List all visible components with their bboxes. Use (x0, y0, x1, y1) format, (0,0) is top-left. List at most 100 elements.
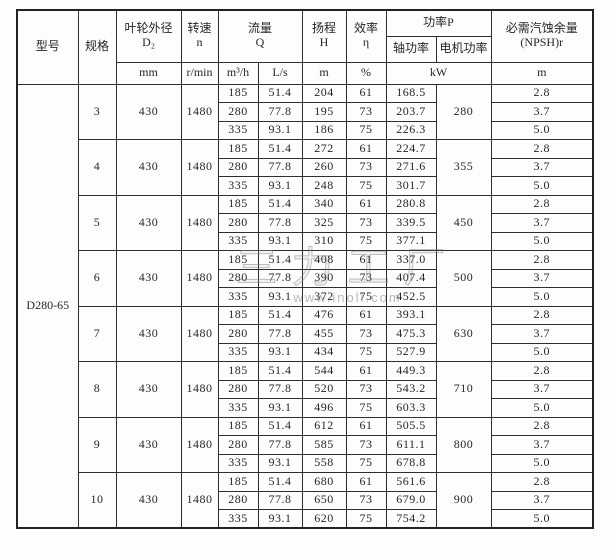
flow-m3h-cell: 185 (217, 194, 259, 214)
shaft-power-cell: 168.5 (385, 83, 437, 103)
shaft-power-cell: 561.6 (385, 472, 437, 492)
motor-power-cell: 900 (435, 472, 492, 529)
flow-ls-cell: 93.1 (257, 398, 303, 418)
motor-power-cell: 500 (435, 250, 492, 307)
shaft-power-cell: 678.8 (385, 453, 437, 473)
header-npsh: 必需汽蚀余量 (NPSH)r (490, 9, 594, 63)
efficiency-cell: 73 (345, 324, 387, 344)
flow-m3h-cell: 335 (217, 453, 259, 473)
efficiency-cell: 73 (345, 157, 387, 177)
speed-cell: 1480 (180, 472, 219, 529)
table-row: 6 430 1480 185 51.4 408 61 337.0 500 2.8 (17, 250, 594, 307)
efficiency-cell: 75 (345, 231, 387, 251)
npsh-cell: 2.8 (490, 305, 594, 325)
efficiency-cell: 61 (345, 83, 387, 103)
flow-m3h-cell: 280 (217, 490, 259, 510)
spec-cell: 9 (77, 416, 117, 473)
model-cell: D280-65 (16, 83, 79, 529)
header-head-line1: 扬程 (312, 21, 337, 36)
header-efficiency-line2: η (362, 35, 370, 50)
unit-head: m (301, 61, 347, 85)
head-cell: 340 (301, 194, 347, 214)
impeller-diameter-cell: 430 (115, 472, 182, 529)
efficiency-cell: 61 (345, 416, 387, 436)
efficiency-cell: 61 (345, 250, 387, 270)
header-spec: 规格 (77, 9, 117, 85)
motor-power-cell: 280 (435, 83, 492, 140)
flow-ls-cell: 51.4 (257, 194, 303, 214)
flow-m3h-cell: 280 (217, 268, 259, 288)
efficiency-cell: 75 (345, 453, 387, 473)
flow-m3h-cell: 280 (217, 102, 259, 122)
motor-power-cell: 710 (435, 361, 492, 418)
npsh-cell: 3.7 (490, 268, 594, 288)
npsh-cell: 5.0 (490, 176, 594, 196)
flow-ls-cell: 93.1 (257, 176, 303, 196)
table-row: 335 93.1 186 75 226.3 5.0 (17, 120, 594, 140)
head-cell: 248 (301, 176, 347, 196)
impeller-diameter-cell: 430 (115, 83, 182, 140)
unit-impeller: mm (115, 61, 182, 85)
efficiency-cell: 75 (345, 398, 387, 418)
npsh-cell: 5.0 (490, 287, 594, 307)
head-cell: 496 (301, 398, 347, 418)
shaft-power-cell: 407.4 (385, 268, 437, 288)
shaft-power-cell: 543.2 (385, 379, 437, 399)
flow-m3h-cell: 185 (217, 139, 259, 159)
shaft-power-cell: 475.3 (385, 324, 437, 344)
npsh-cell: 5.0 (490, 509, 594, 529)
npsh-cell: 3.7 (490, 324, 594, 344)
speed-cell: 1480 (180, 361, 219, 418)
head-cell: 544 (301, 361, 347, 381)
flow-ls-cell: 51.4 (257, 250, 303, 270)
flow-ls-cell: 77.8 (257, 379, 303, 399)
npsh-cell: 2.8 (490, 139, 594, 159)
head-cell: 612 (301, 416, 347, 436)
head-cell: 310 (301, 231, 347, 251)
head-cell: 455 (301, 324, 347, 344)
flow-m3h-cell: 335 (217, 120, 259, 140)
pump-spec-table-wrap: 型号 规格 叶轮外径 D₂ 转速 n 流量 Q 扬程 H (16, 9, 595, 529)
header-head-line2: H (319, 35, 329, 50)
table-row: 4 430 1480 185 51.4 272 61 224.7 355 2.8 (17, 139, 594, 196)
flow-m3h-cell: 185 (217, 305, 259, 325)
flow-m3h-cell: 280 (217, 213, 259, 233)
flow-m3h-cell: 335 (217, 398, 259, 418)
flow-m3h-cell: 185 (217, 361, 259, 381)
efficiency-cell: 73 (345, 268, 387, 288)
flow-m3h-cell: 335 (217, 287, 259, 307)
unit-efficiency: % (345, 61, 387, 85)
header-impeller-diameter: 叶轮外径 D₂ (115, 9, 182, 63)
spec-cell: 10 (77, 472, 117, 529)
flow-ls-cell: 93.1 (257, 342, 303, 362)
table-row: D280-65 3 430 1480 185 51.4 204 61 168.5 280 2.8 (16, 83, 594, 529)
flow-ls-cell: 77.8 (257, 102, 303, 122)
shaft-power-cell: 226.3 (385, 120, 437, 140)
npsh-cell: 2.8 (490, 83, 594, 103)
shaft-power-cell: 224.7 (385, 139, 437, 159)
head-cell: 260 (301, 157, 347, 177)
table-row: 5 430 1480 185 51.4 340 61 280.8 450 2.8 (17, 194, 594, 251)
speed-cell: 1480 (180, 305, 219, 362)
header-head: 扬程 H (301, 9, 347, 63)
table-row: 9 430 1480 185 51.4 612 61 505.5 800 2.8 (17, 416, 594, 473)
table-row: 335 93.1 248 75 301.7 5.0 (17, 176, 594, 196)
table-header: 型号 规格 叶轮外径 D₂ 转速 n 流量 Q 扬程 H (16, 9, 594, 85)
speed-cell: 1480 (180, 416, 219, 473)
table-row: 335 93.1 310 75 377.1 5.0 (17, 231, 594, 251)
shaft-power-cell: 301.7 (385, 176, 437, 196)
shaft-power-cell: 505.5 (385, 416, 437, 436)
flow-ls-cell: 93.1 (257, 120, 303, 140)
efficiency-cell: 73 (345, 102, 387, 122)
header-npsh-line2: (NPSH)r (520, 35, 564, 50)
efficiency-cell: 73 (345, 213, 387, 233)
flow-ls-cell: 51.4 (257, 361, 303, 381)
speed-cell: 1480 (180, 194, 219, 251)
header-speed-line1: 转速 (187, 21, 212, 36)
efficiency-cell: 61 (345, 305, 387, 325)
npsh-cell: 2.8 (490, 472, 594, 492)
pump-spec-table: 型号 规格 叶轮外径 D₂ 转速 n 流量 Q 扬程 H (16, 9, 595, 529)
table-row: 8 430 1480 185 51.4 544 61 449.3 710 2.8 (17, 361, 594, 418)
efficiency-cell: 75 (345, 176, 387, 196)
flow-m3h-cell: 335 (217, 176, 259, 196)
